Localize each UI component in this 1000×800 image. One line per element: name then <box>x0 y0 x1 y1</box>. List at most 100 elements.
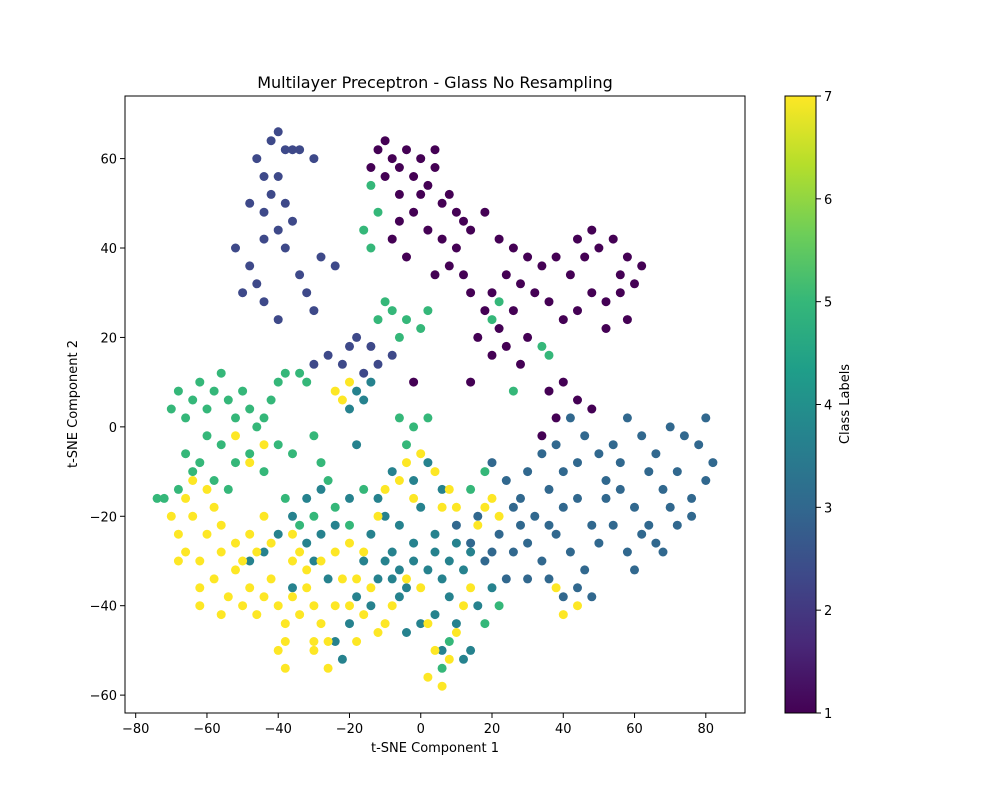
point-class-4 <box>380 511 390 521</box>
point-class-3 <box>501 574 511 584</box>
point-class-5 <box>366 180 376 190</box>
point-class-5 <box>266 395 276 405</box>
x-tick-label: −20 <box>336 722 363 737</box>
point-class-1 <box>530 288 540 298</box>
point-class-3 <box>558 467 568 477</box>
point-class-7 <box>238 556 248 566</box>
point-class-5 <box>402 440 411 450</box>
point-class-1 <box>508 243 518 253</box>
point-class-3 <box>480 556 490 566</box>
point-class-7 <box>245 458 255 468</box>
colorbar-tick-label: 3 <box>824 501 832 516</box>
point-class-3 <box>637 431 647 441</box>
point-class-7 <box>181 547 191 557</box>
point-class-5 <box>359 225 369 235</box>
point-class-1 <box>394 216 404 226</box>
point-class-1 <box>466 377 476 387</box>
point-class-1 <box>573 395 582 405</box>
point-class-3 <box>644 467 654 477</box>
point-class-2 <box>359 368 369 378</box>
point-class-3 <box>573 493 582 503</box>
point-class-5 <box>508 386 518 396</box>
point-class-3 <box>573 583 582 593</box>
point-class-2 <box>309 359 319 369</box>
point-class-7 <box>202 529 212 539</box>
point-class-1 <box>451 207 461 217</box>
point-class-3 <box>523 467 533 477</box>
point-class-7 <box>280 619 290 629</box>
point-class-4 <box>366 377 376 387</box>
colorbar-tick-label: 2 <box>824 604 832 619</box>
point-class-4 <box>444 592 454 602</box>
point-class-2 <box>288 145 297 155</box>
point-class-5 <box>423 413 433 423</box>
point-class-7 <box>288 556 297 566</box>
point-class-4 <box>366 601 376 611</box>
x-tick-label: 60 <box>626 722 643 737</box>
point-class-4 <box>402 628 411 637</box>
point-class-4 <box>345 493 354 503</box>
point-class-1 <box>573 234 582 244</box>
point-class-1 <box>523 252 533 262</box>
point-class-1 <box>451 243 461 253</box>
point-class-1 <box>437 234 447 244</box>
point-class-7 <box>437 681 447 691</box>
point-class-7 <box>316 556 326 566</box>
point-class-5 <box>402 315 411 325</box>
point-class-4 <box>430 529 440 539</box>
point-class-2 <box>280 243 290 253</box>
colorbar-tick-label: 5 <box>824 296 832 311</box>
point-class-4 <box>423 458 433 468</box>
point-class-5 <box>195 458 205 468</box>
point-class-4 <box>423 565 433 575</box>
point-class-3 <box>565 413 575 423</box>
point-class-2 <box>337 359 347 369</box>
point-class-3 <box>523 538 533 548</box>
point-class-4 <box>288 511 297 521</box>
point-class-1 <box>537 261 547 271</box>
point-class-7 <box>195 583 205 593</box>
point-class-1 <box>473 332 483 342</box>
y-axis-label: t-SNE Component 2 <box>66 340 81 468</box>
point-class-5 <box>444 637 454 646</box>
plot-frame <box>124 95 746 714</box>
point-class-5 <box>359 484 369 494</box>
point-class-3 <box>530 511 540 521</box>
point-class-7 <box>266 538 276 548</box>
point-class-1 <box>409 207 419 217</box>
point-class-5 <box>380 297 390 307</box>
point-class-5 <box>152 493 162 503</box>
point-class-2 <box>238 288 248 298</box>
point-class-1 <box>630 279 639 289</box>
point-class-5 <box>494 601 504 611</box>
point-class-2 <box>252 154 262 164</box>
point-class-3 <box>679 431 689 441</box>
point-class-4 <box>330 637 340 646</box>
point-class-1 <box>608 234 618 244</box>
point-class-5 <box>487 315 497 325</box>
x-axis: −80 −60 −40 −20 0 20 40 60 80 <box>122 713 714 737</box>
point-class-1 <box>373 145 383 155</box>
point-class-7 <box>195 556 205 566</box>
point-class-2 <box>323 350 333 360</box>
point-class-5 <box>280 493 290 503</box>
point-class-3 <box>594 538 604 548</box>
point-class-7 <box>430 467 440 477</box>
point-class-1 <box>380 172 390 181</box>
point-class-4 <box>409 556 419 566</box>
point-class-5 <box>188 467 198 477</box>
point-class-2 <box>273 225 283 235</box>
y-tick-label: −20 <box>90 510 117 525</box>
point-class-4 <box>345 404 354 414</box>
point-class-3 <box>708 458 718 468</box>
point-class-3 <box>558 502 568 512</box>
point-class-7 <box>551 583 561 593</box>
x-tick-label: −40 <box>264 722 291 737</box>
point-class-1 <box>501 270 511 280</box>
point-class-2 <box>231 243 240 253</box>
point-class-7 <box>266 574 276 584</box>
point-class-5 <box>288 449 297 459</box>
point-class-7 <box>366 583 376 593</box>
point-class-1 <box>615 288 625 298</box>
